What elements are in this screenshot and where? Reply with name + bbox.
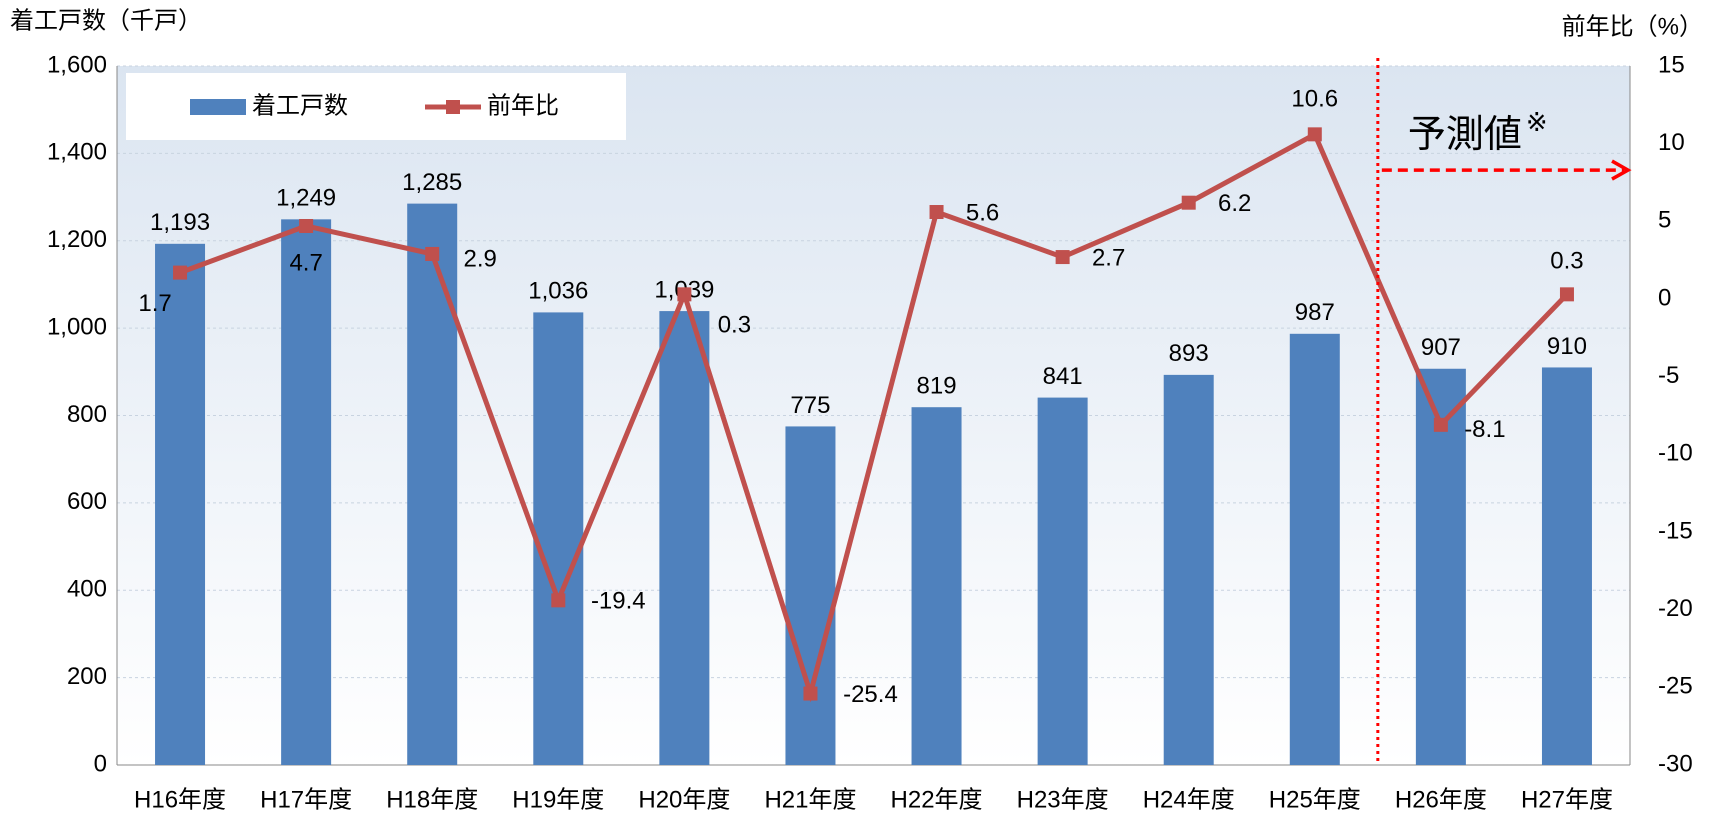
- y-tick-label: 400: [67, 576, 107, 603]
- line-marker: [1055, 250, 1070, 265]
- x-tick-label: H21年度: [764, 786, 856, 813]
- line-value-label: 10.6: [1291, 86, 1338, 113]
- bar: [1163, 374, 1214, 765]
- line-value-label: 2.7: [1092, 244, 1125, 271]
- line-marker: [551, 593, 566, 608]
- line: [179, 130, 1569, 703]
- line-marker: [425, 246, 440, 261]
- line-value-label: 6.2: [1218, 190, 1251, 217]
- line-value-label: 1.7: [138, 290, 171, 317]
- line-marker: [1433, 417, 1448, 432]
- bar-value-label: 893: [1169, 340, 1209, 367]
- y2-tick-label: -10: [1658, 440, 1693, 467]
- legend-swatch-marker: [446, 100, 460, 114]
- bar: [1289, 333, 1340, 765]
- y2-tick-label: -5: [1658, 362, 1679, 389]
- y2-tick-label: 5: [1658, 207, 1671, 234]
- x-tick-label: H24年度: [1143, 786, 1235, 813]
- x-tick-label: H16年度: [134, 786, 226, 813]
- bar-value-label: 987: [1295, 299, 1335, 326]
- x-tick-label: H27年度: [1521, 786, 1613, 813]
- bar-value-label: 907: [1421, 334, 1461, 361]
- line-value-label: 0.3: [1550, 248, 1583, 275]
- legend-swatch: [190, 99, 246, 115]
- bar: [407, 203, 458, 766]
- y2-tick-label: -25: [1658, 673, 1693, 700]
- x-tick-label: H23年度: [1017, 786, 1109, 813]
- x-tick-label: H19年度: [512, 786, 604, 813]
- bar-value-label: 910: [1547, 333, 1587, 360]
- line-value-label: -25.4: [843, 681, 898, 708]
- x-tick-label: H18年度: [386, 786, 478, 813]
- bar-value-label: 1,285: [402, 169, 462, 196]
- annotation-mark: ※: [1526, 107, 1548, 137]
- y-tick-label: 800: [67, 401, 107, 428]
- x-tick-label: H22年度: [891, 786, 983, 813]
- bar: [1541, 367, 1592, 765]
- x-tick-label: H25年度: [1269, 786, 1361, 813]
- annotation: 予測値: [1408, 114, 1522, 156]
- bar: [785, 426, 836, 765]
- bar: [533, 312, 584, 765]
- line-marker: [1307, 127, 1322, 142]
- bar-value-label: 819: [917, 373, 957, 400]
- line-marker: [677, 287, 692, 302]
- line-marker: [803, 686, 818, 701]
- bar: [155, 243, 206, 766]
- bar-value-label: 841: [1043, 363, 1083, 390]
- line-value-label: 0.3: [718, 312, 751, 339]
- line-value-label: 4.7: [289, 249, 322, 276]
- y2-tick-label: -30: [1658, 750, 1693, 777]
- x-tick-label: H26年度: [1395, 786, 1487, 813]
- line-value-label: 5.6: [966, 199, 999, 226]
- legend-label: 着工戸数: [252, 92, 348, 119]
- bar: [911, 407, 962, 765]
- y-tick-label: 200: [67, 663, 107, 690]
- line-marker: [1181, 195, 1196, 210]
- bar-value-label: 1,036: [528, 278, 588, 305]
- y-tick-label: 1,600: [47, 51, 107, 78]
- x-tick-label: H20年度: [638, 786, 730, 813]
- y-tick-label: 1,400: [47, 139, 107, 166]
- bar: [1415, 368, 1466, 765]
- bar: [281, 219, 332, 765]
- line-value-label: 2.9: [464, 245, 497, 272]
- legend-label: 前年比: [487, 92, 559, 119]
- y-tick-label: 0: [94, 750, 107, 777]
- y-axis-label: 着工戸数（千戸）: [10, 7, 202, 34]
- line-value-label: -19.4: [591, 588, 646, 615]
- y2-tick-label: -15: [1658, 517, 1693, 544]
- line-marker: [1559, 287, 1574, 302]
- y-tick-label: 1,000: [47, 313, 107, 340]
- line-marker: [173, 265, 188, 280]
- line-marker: [929, 205, 944, 220]
- y-tick-label: 600: [67, 488, 107, 515]
- bar: [659, 311, 710, 765]
- x-tick-label: H17年度: [260, 786, 352, 813]
- bar-value-label: 775: [790, 392, 830, 419]
- line-marker: [299, 218, 314, 233]
- bar-value-label: 1,193: [150, 209, 210, 236]
- bar: [1037, 397, 1088, 765]
- bar-value-label: 1,249: [276, 185, 336, 212]
- line-value-label: -8.1: [1464, 416, 1505, 443]
- y2-axis-label: 前年比（%）: [1562, 13, 1703, 40]
- y2-tick-label: -20: [1658, 595, 1693, 622]
- forecast-arrow-head: [1611, 159, 1632, 181]
- y2-tick-label: 10: [1658, 129, 1685, 156]
- y2-tick-label: 0: [1658, 284, 1671, 311]
- y2-tick-label: 15: [1658, 51, 1685, 78]
- y-tick-label: 1,200: [47, 226, 107, 253]
